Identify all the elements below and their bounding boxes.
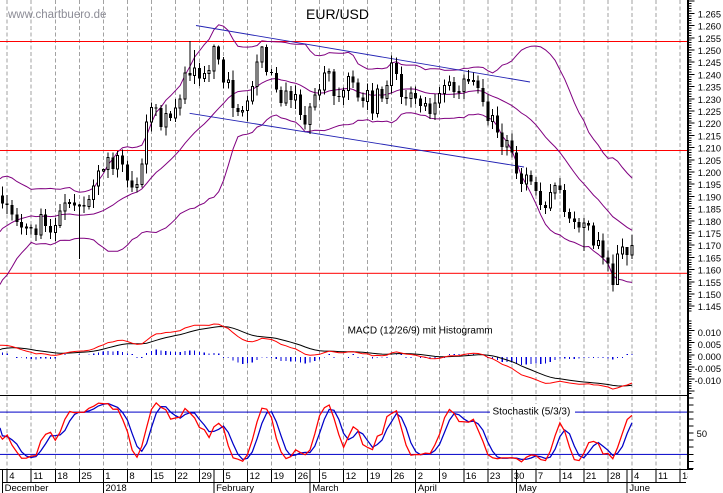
svg-text:16: 16: [466, 471, 477, 482]
svg-text:1.180: 1.180: [698, 217, 721, 227]
svg-text:1.235: 1.235: [698, 83, 721, 93]
svg-text:2: 2: [418, 471, 423, 482]
svg-text:1.225: 1.225: [698, 107, 721, 117]
svg-text:1.265: 1.265: [698, 9, 721, 19]
svg-text:7: 7: [538, 471, 543, 482]
svg-text:11: 11: [658, 471, 668, 482]
svg-text:2018: 2018: [106, 483, 127, 493]
svg-text:1.205: 1.205: [698, 156, 721, 166]
svg-text:1.230: 1.230: [698, 95, 721, 105]
svg-text:1.195: 1.195: [698, 180, 721, 190]
svg-text:1.260: 1.260: [698, 22, 721, 32]
svg-text:June: June: [629, 483, 650, 493]
svg-text:1.190: 1.190: [698, 192, 721, 202]
svg-text:-0.010: -0.010: [695, 376, 721, 386]
svg-text:April: April: [418, 483, 437, 493]
svg-text:1.145: 1.145: [698, 302, 721, 312]
svg-text:March: March: [312, 483, 338, 493]
svg-text:5: 5: [322, 471, 327, 482]
svg-text:1.165: 1.165: [698, 253, 721, 263]
svg-text:29: 29: [201, 471, 212, 482]
svg-text:22: 22: [177, 471, 188, 482]
svg-text:26: 26: [394, 471, 405, 482]
svg-text:1.155: 1.155: [698, 278, 721, 288]
svg-text:26: 26: [298, 471, 309, 482]
svg-text:14: 14: [562, 471, 573, 482]
svg-text:25: 25: [81, 471, 92, 482]
svg-text:www.chartbuero.de: www.chartbuero.de: [7, 9, 106, 21]
svg-text:December: December: [5, 483, 49, 493]
svg-text:-0.005: -0.005: [695, 364, 721, 374]
svg-text:50: 50: [697, 429, 707, 439]
svg-text:EUR/USD: EUR/USD: [306, 6, 369, 22]
svg-text:1.215: 1.215: [698, 131, 721, 141]
svg-text:0.005: 0.005: [698, 340, 721, 350]
svg-text:8: 8: [129, 471, 134, 482]
svg-text:1.210: 1.210: [698, 144, 721, 154]
svg-text:MACD (12/26/9) mit Histogramm: MACD (12/26/9) mit Histogramm: [348, 326, 493, 337]
svg-text:1.170: 1.170: [698, 241, 721, 251]
svg-text:9: 9: [442, 471, 447, 482]
svg-text:18: 18: [57, 471, 68, 482]
svg-text:12: 12: [250, 471, 261, 482]
svg-text:15: 15: [153, 471, 164, 482]
svg-text:5: 5: [226, 471, 231, 482]
svg-text:May: May: [519, 483, 537, 493]
svg-text:Stochastik (5/3/3): Stochastik (5/3/3): [493, 407, 571, 418]
svg-text:23: 23: [490, 471, 501, 482]
svg-text:1.160: 1.160: [698, 266, 721, 276]
svg-text:4: 4: [9, 471, 14, 482]
svg-text:1.245: 1.245: [698, 58, 721, 68]
svg-text:1.250: 1.250: [698, 46, 721, 56]
svg-text:1: 1: [105, 471, 110, 482]
svg-text:1.255: 1.255: [698, 34, 721, 44]
svg-text:1.150: 1.150: [698, 290, 721, 300]
svg-text:0.000: 0.000: [698, 352, 721, 362]
svg-text:1.240: 1.240: [698, 70, 721, 80]
svg-text:1.175: 1.175: [698, 229, 721, 239]
svg-text:19: 19: [274, 471, 285, 482]
svg-text:4: 4: [634, 471, 639, 482]
svg-text:1.220: 1.220: [698, 119, 721, 129]
svg-text:21: 21: [586, 471, 597, 482]
svg-text:19: 19: [370, 471, 381, 482]
svg-text:11: 11: [33, 471, 43, 482]
svg-text:1.185: 1.185: [698, 205, 721, 215]
svg-text:30: 30: [514, 471, 525, 482]
svg-text:18: 18: [682, 471, 693, 482]
svg-text:12: 12: [346, 471, 357, 482]
svg-text:1.200: 1.200: [698, 168, 721, 178]
svg-text:0.010: 0.010: [698, 328, 721, 338]
svg-text:28: 28: [610, 471, 621, 482]
svg-text:February: February: [216, 483, 254, 493]
